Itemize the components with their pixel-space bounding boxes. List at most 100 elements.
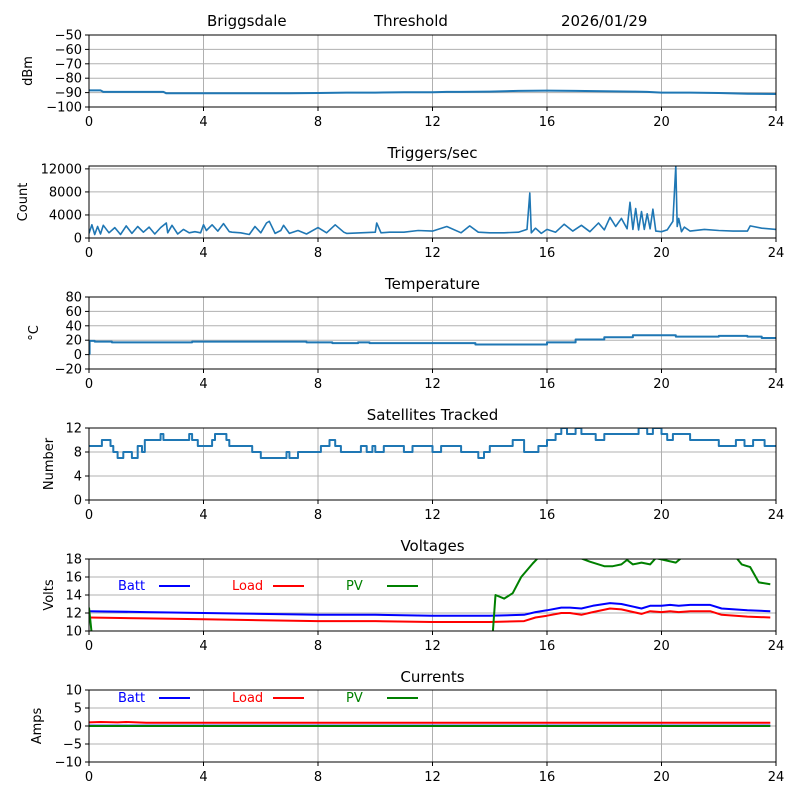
y-tick-label: 12000: [41, 162, 82, 177]
x-tick-label: 16: [539, 377, 556, 392]
mode-label: Threshold: [374, 12, 448, 30]
y-tick-label: −10: [55, 756, 82, 771]
y-tick-label: 12: [65, 422, 82, 437]
y-tick-label: 8: [74, 446, 82, 461]
legend-label-pv: PV: [346, 579, 363, 594]
x-tick-label: 24: [768, 246, 785, 261]
series-line-temperature: [89, 334, 776, 355]
x-tick-label: 0: [85, 508, 93, 523]
x-tick-label: 20: [653, 115, 670, 130]
x-tick-label: 24: [768, 115, 785, 130]
x-tick-label: 0: [85, 639, 93, 654]
y-tick-label: 5: [74, 702, 82, 717]
chart-title: Triggers/sec: [387, 144, 478, 162]
site-name: Briggsdale: [207, 12, 287, 30]
legend-label-load: Load: [232, 691, 263, 706]
x-tick-label: 8: [314, 639, 322, 654]
y-tick-label: 4000: [49, 208, 82, 223]
y-tick-label: −80: [55, 72, 82, 87]
x-tick-label: 0: [85, 246, 93, 261]
x-tick-label: 20: [653, 508, 670, 523]
x-tick-label: 20: [653, 770, 670, 785]
panel-signal: 0 4 8 12 16 20 24 −100−90−80−70−60−50 dBm: [21, 29, 784, 131]
x-tick-label: 4: [199, 770, 207, 785]
series-line-batt: [89, 602, 771, 617]
y-tick-label: 0: [74, 494, 82, 509]
y-tick-label: −5: [63, 738, 82, 753]
y-tick-label: 40: [65, 319, 82, 334]
chart-title: Currents: [400, 668, 464, 686]
x-tick-label: 0: [85, 377, 93, 392]
y-tick-label: 10: [65, 625, 82, 640]
y-tick-label: 18: [65, 553, 82, 568]
x-tick-label: 16: [539, 639, 556, 654]
y-tick-label: −90: [55, 86, 82, 101]
y-axis-label: °C: [27, 325, 42, 341]
y-tick-label: −20: [55, 363, 82, 378]
series-line-load: [89, 721, 771, 724]
x-tick-label: 16: [539, 508, 556, 523]
y-tick-label: 4: [74, 470, 82, 485]
x-tick-label: 24: [768, 508, 785, 523]
y-axis-label: Number: [42, 437, 57, 490]
chart-title: Temperature: [384, 275, 480, 293]
x-tick-label: 12: [424, 770, 441, 785]
chart-title: Voltages: [400, 537, 464, 555]
x-tick-label: 8: [314, 246, 322, 261]
x-tick-label: 24: [768, 770, 785, 785]
x-tick-label: 0: [85, 770, 93, 785]
y-tick-label: 0: [74, 348, 82, 363]
legend-label-load: Load: [232, 579, 263, 594]
y-tick-label: 16: [65, 571, 82, 586]
panel-currents: 0 4 8 12 16 20 24 −10 −5 0 5 10 Currents Amps Batt Load…: [30, 668, 784, 785]
x-tick-label: 12: [424, 377, 441, 392]
panel-voltages: 0 4 8 12 16 20 24 10 12 14 16 18 Voltages Volts Batt Lo…: [42, 537, 784, 654]
series-line-load: [89, 607, 771, 623]
x-tick-label: 8: [314, 770, 322, 785]
series-line-dbm: [89, 89, 776, 95]
x-tick-label: 4: [199, 115, 207, 130]
legend-label-pv: PV: [346, 691, 363, 706]
date-label: 2026/01/29: [561, 12, 648, 30]
x-tick-label: 8: [314, 115, 322, 130]
x-tick-label: 24: [768, 377, 785, 392]
legend-label-batt: Batt: [118, 579, 145, 594]
legend-label-batt: Batt: [118, 691, 145, 706]
x-tick-label: 16: [539, 246, 556, 261]
x-tick-label: 12: [424, 639, 441, 654]
x-tick-label: 8: [314, 508, 322, 523]
y-tick-label: 20: [65, 334, 82, 349]
y-axis-label: Volts: [42, 579, 57, 611]
y-tick-label: 80: [65, 291, 82, 306]
x-tick-label: 4: [199, 377, 207, 392]
y-axis-label: Amps: [30, 707, 45, 744]
x-tick-label: 20: [653, 377, 670, 392]
panel-satellites: 0 4 8 12 16 20 24 0 4 8 12 Satellites Tracked Number: [42, 406, 784, 523]
series-line-pv: [89, 559, 771, 631]
y-tick-label: −100: [46, 101, 82, 116]
x-tick-label: 12: [424, 115, 441, 130]
chart-title: Satellites Tracked: [367, 406, 498, 424]
x-tick-label: 4: [199, 508, 207, 523]
x-tick-label: 8: [314, 377, 322, 392]
y-tick-label: 0: [74, 720, 82, 735]
x-tick-label: 12: [424, 508, 441, 523]
y-tick-label: 60: [65, 305, 82, 320]
y-tick-label: −50: [55, 29, 82, 44]
series-line-count: [89, 166, 776, 236]
y-tick-label: 14: [65, 589, 82, 604]
x-tick-label: 16: [539, 770, 556, 785]
y-tick-label: 10: [65, 684, 82, 699]
x-tick-label: 16: [539, 115, 556, 130]
x-tick-label: 4: [199, 639, 207, 654]
x-tick-label: 0: [85, 115, 93, 130]
y-tick-label: −60: [55, 43, 82, 58]
x-tick-label: 4: [199, 246, 207, 261]
y-tick-label: 12: [65, 607, 82, 622]
x-tick-label: 12: [424, 246, 441, 261]
x-tick-label: 20: [653, 246, 670, 261]
series-line-satellites: [89, 428, 776, 459]
panel-triggers: 0 4 8 12 16 20 24 0 4000 8000 12000 Triggers/sec Cou…: [16, 144, 784, 261]
